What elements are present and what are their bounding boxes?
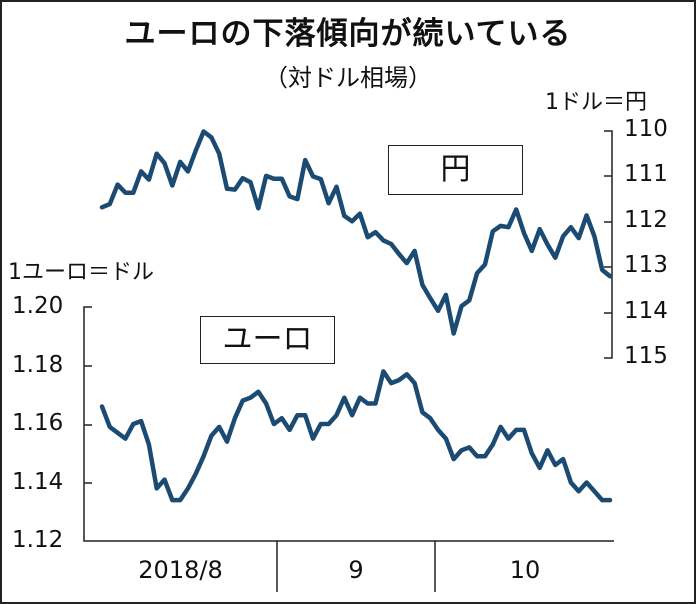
chart-subtitle: （対ドル相場）	[264, 64, 432, 92]
euro-tick-label: 1.16	[12, 410, 64, 436]
month-label-oct: 10	[509, 556, 541, 584]
yen-tick-label: 113	[624, 252, 668, 278]
euro-tick-label: 1.12	[12, 527, 64, 553]
yen-ticks	[604, 175, 612, 314]
yen-tick-label: 115	[624, 343, 668, 369]
chart-title: ユーロの下落傾向が続いている	[124, 16, 572, 52]
euro-legend-box: ユーロ	[200, 316, 335, 364]
yen-tick-label: 111	[624, 161, 668, 187]
yen-tick-label: 110	[624, 116, 668, 142]
euro-axis	[83, 306, 614, 542]
yen-tick-label: 112	[624, 207, 668, 233]
month-divider	[276, 541, 436, 592]
month-label-aug: 2018/8	[138, 556, 223, 584]
euro-tick-label: 1.14	[12, 469, 64, 495]
yen-line	[99, 129, 613, 336]
yen-legend-box: 円	[388, 145, 523, 195]
yen-axis	[604, 130, 613, 359]
yen-tick-label: 114	[624, 298, 668, 324]
euro-unit-label: 1ユーロ＝ドル	[8, 260, 154, 285]
euro-tick-label: 1.20	[12, 293, 64, 319]
euro-tick-label: 1.18	[12, 352, 64, 378]
euro-ticks	[84, 365, 92, 484]
month-label-sep: 9	[348, 556, 364, 584]
yen-unit-label: 1ドル＝円	[545, 90, 647, 115]
euro-line	[99, 369, 613, 503]
